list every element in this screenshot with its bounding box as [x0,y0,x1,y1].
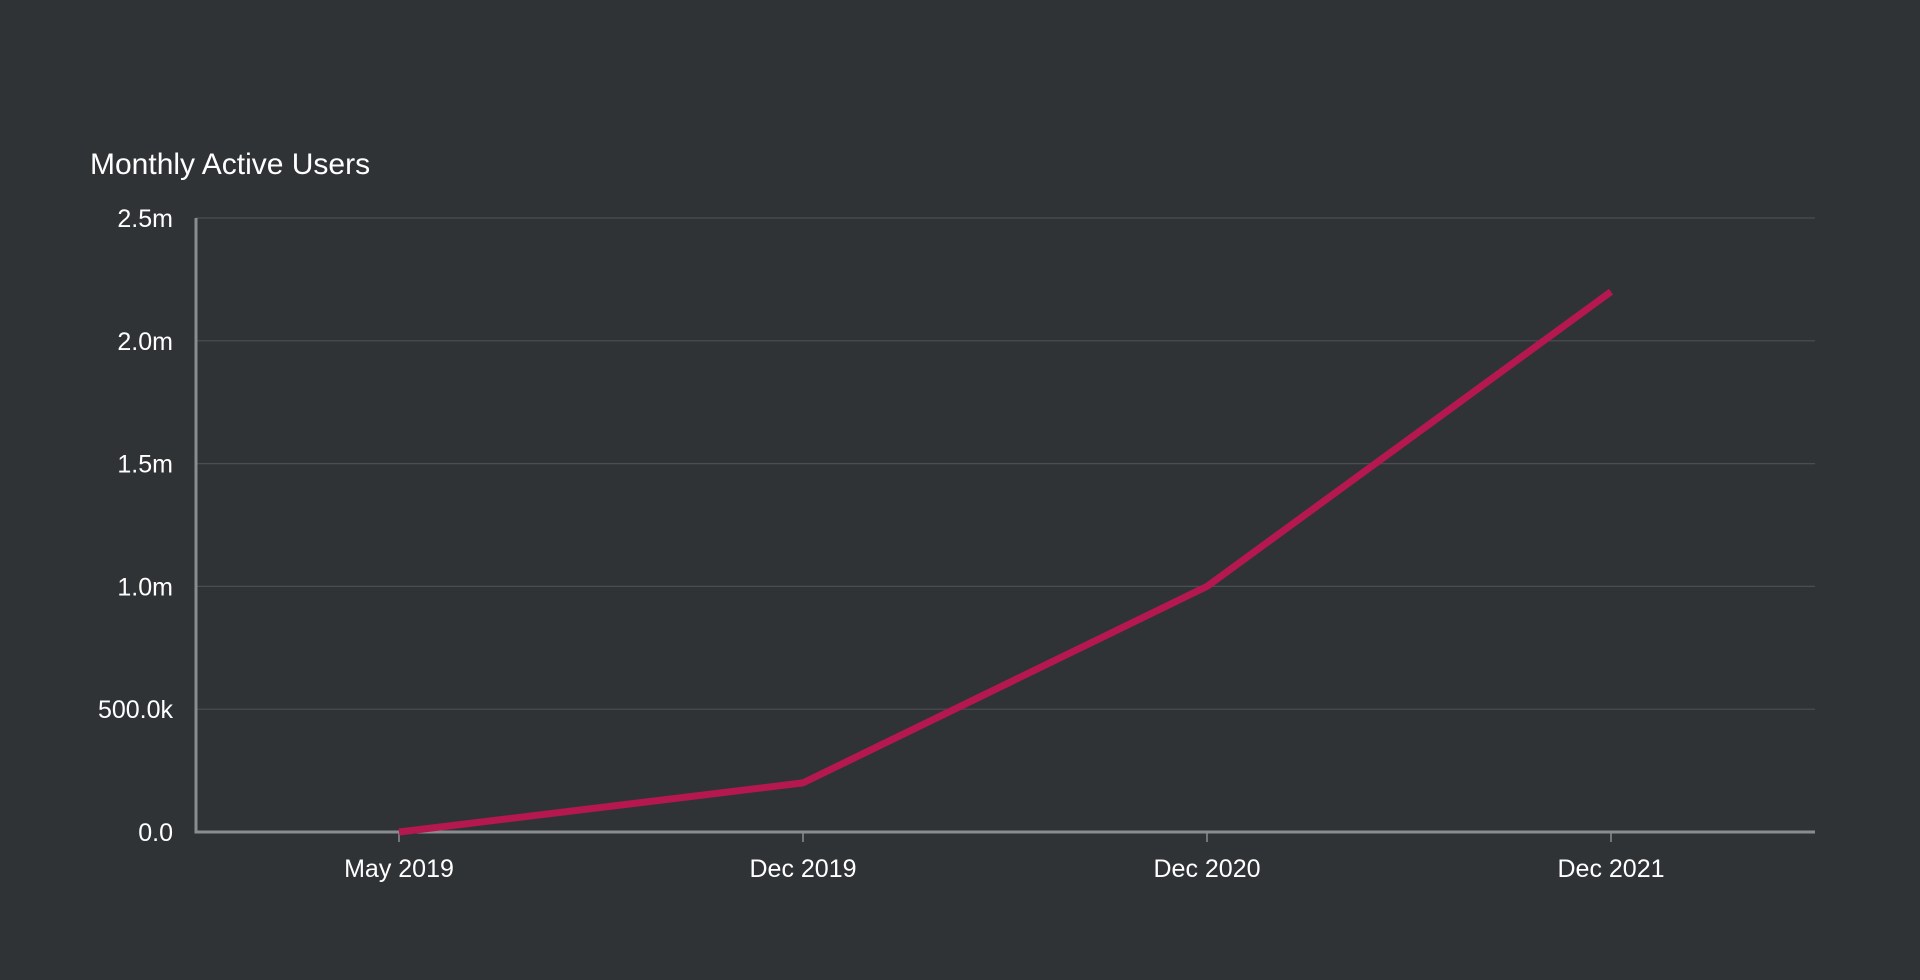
y-tick-label: 1.5m [117,451,173,479]
x-tick-label: Dec 2019 [749,855,856,883]
series-line [398,288,1614,836]
chart-title: Monthly Active Users [90,148,370,181]
y-tick-label: 1.0m [117,573,173,601]
series-layer [398,288,1614,836]
y-tick-label: 2.0m [117,328,173,356]
gridlines [196,217,1815,710]
y-tick-label: 2.5m [117,205,173,233]
y-tick-label: 0.0 [138,819,173,847]
axes [194,218,1815,842]
y-tick-label: 500.0k [98,696,174,724]
x-tick-label: May 2019 [344,855,454,883]
x-tick-label: Dec 2021 [1557,855,1664,883]
x-axis-tick-labels: May 2019 Dec 2019 Dec 2020 Dec 2021 [344,855,1664,883]
x-tick-label: Dec 2020 [1153,855,1260,883]
y-axis-tick-labels: 0.0 500.0k 1.0m 1.5m 2.0m 2.5m [98,205,174,847]
